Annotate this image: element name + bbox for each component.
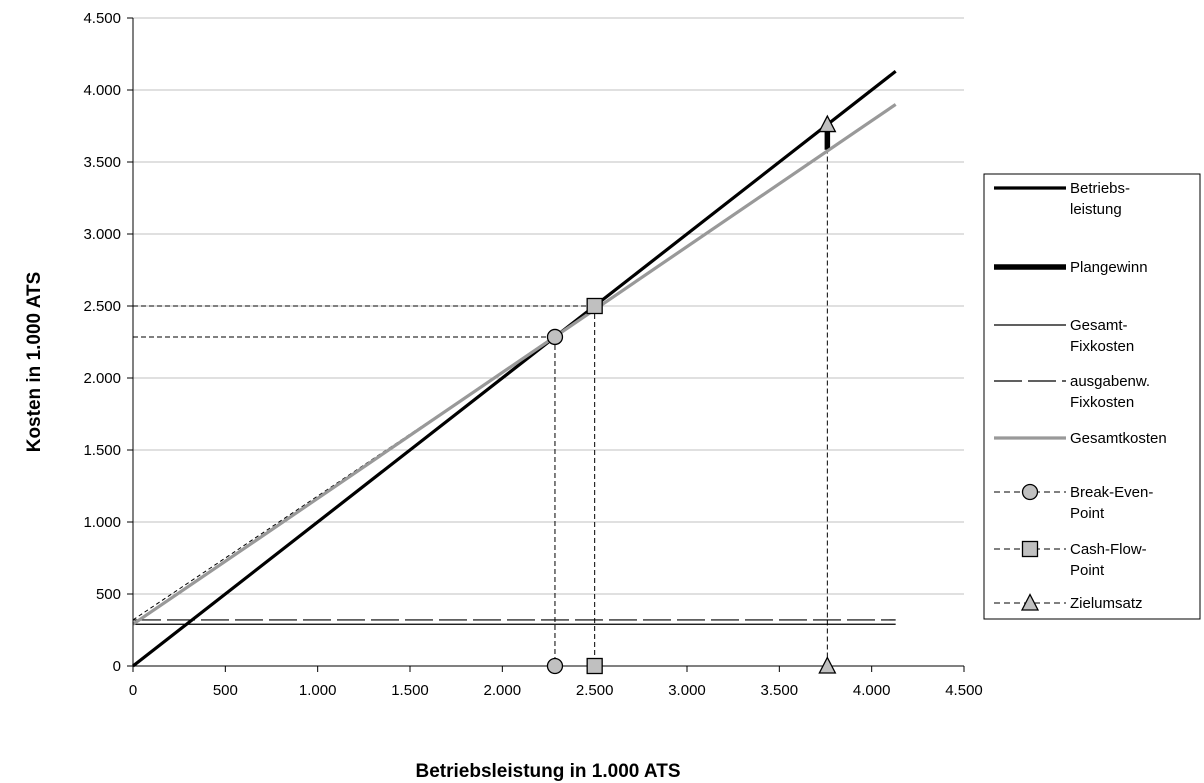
- legend-label: Gesamt-: [1070, 317, 1128, 334]
- data-markers: [546, 114, 837, 675]
- y-axis-title: Kosten in 1.000 ATS: [24, 272, 45, 453]
- legend-label: Point: [1070, 562, 1105, 579]
- y-tick-label: 3.000: [83, 226, 121, 243]
- legend-swatch-circle: [1021, 483, 1039, 501]
- x-tick-label: 1.500: [391, 682, 429, 699]
- series-line-0: [132, 70, 897, 668]
- data-point-circle: [546, 328, 564, 346]
- y-tick-label: 2.500: [83, 298, 121, 315]
- data-point-triangle: [818, 114, 837, 133]
- legend-box: [983, 173, 1201, 620]
- x-tick-label: 4.000: [853, 682, 891, 699]
- legend: Betriebs-leistung Plangewinn Gesamt- Fixkos…: [983, 173, 1201, 620]
- y-tick-label: 500: [96, 586, 121, 603]
- y-tick-label: 2.000: [83, 370, 121, 387]
- x-axis-title: Betriebsleistung in 1.000 ATS: [415, 761, 680, 782]
- legend-label: Plangewinn: [1070, 259, 1148, 276]
- legend-label: Zielumsatz: [1070, 595, 1143, 612]
- legend-label: Gesamtkosten: [1070, 430, 1167, 447]
- legend-label: ausgabenw.: [1070, 373, 1150, 390]
- x-tick-label: 3.000: [668, 682, 706, 699]
- x-tick-label: 4.500: [945, 682, 983, 699]
- legend-label: Break-Even-: [1070, 484, 1153, 501]
- x-tick-label: 3.500: [761, 682, 799, 699]
- legend-label: Point: [1070, 505, 1105, 522]
- x-tick-label: 2.500: [576, 682, 614, 699]
- legend-label: leistung: [1070, 201, 1122, 218]
- legend-label: Fixkosten: [1070, 394, 1134, 411]
- y-tick-label: 4.000: [83, 82, 121, 99]
- axis-point-triangle: [818, 656, 837, 674]
- y-tick-label: 1.500: [83, 442, 121, 459]
- y-tick-label: 0: [113, 658, 121, 675]
- series-lines: [132, 70, 897, 668]
- axis-point-square: [586, 657, 603, 675]
- y-tick-label: 3.500: [83, 154, 121, 171]
- legend-label: Cash-Flow-: [1070, 541, 1147, 558]
- legend-swatch-square: [1021, 540, 1039, 558]
- y-tick-label: 1.000: [83, 514, 121, 531]
- x-tick-label: 2.000: [484, 682, 522, 699]
- x-tick-label: 1.000: [299, 682, 337, 699]
- axis-point-circle: [546, 657, 564, 675]
- legend-label: Fixkosten: [1070, 338, 1134, 355]
- legend-swatch-triangle: [1020, 593, 1040, 611]
- series-line-4: [132, 103, 897, 626]
- tick-labels: 0 500 1.000 1.500 2.000 2.500 3.000 3.500 4.000 4…: [83, 10, 982, 699]
- data-point-square: [586, 297, 603, 315]
- y-tick-label: 4.500: [83, 10, 121, 27]
- legend-label: Betriebs-: [1070, 180, 1130, 197]
- x-tick-label: 500: [213, 682, 238, 699]
- x-tick-label: 0: [129, 682, 137, 699]
